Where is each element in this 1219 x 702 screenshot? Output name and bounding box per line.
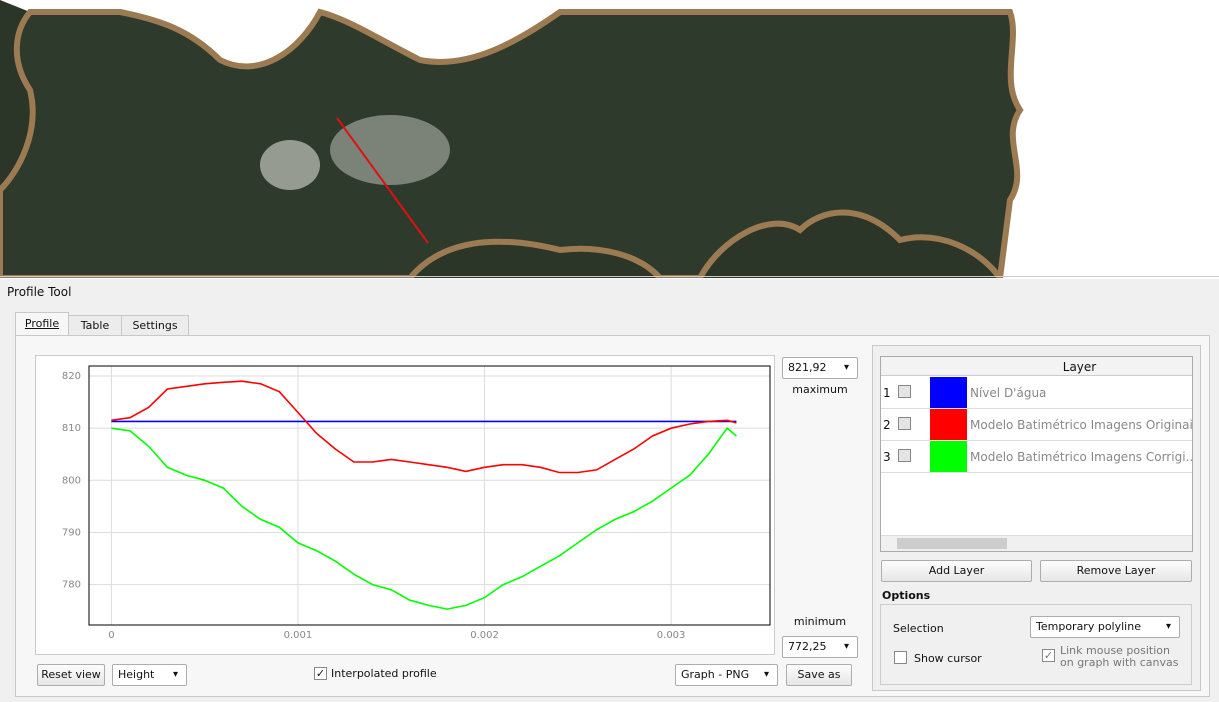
selection-label: Selection <box>893 622 944 635</box>
tab[interactable]: Profile <box>15 312 69 336</box>
scroll-thumb[interactable] <box>897 538 1007 549</box>
layer-checkbox[interactable] <box>898 449 911 462</box>
y-tick-label: 790 <box>62 527 81 538</box>
layer-name: Modelo Batimétrico Imagens Originais <box>970 418 1192 432</box>
link-mouse-checkbox[interactable]: ✓ <box>1042 649 1055 662</box>
save-as-button[interactable]: Save as <box>786 664 852 686</box>
h-scrollbar[interactable] <box>881 535 1192 551</box>
link-mouse-line: on graph with canvas <box>1060 657 1178 669</box>
selection-dropdown[interactable]: Temporary polyline <box>1030 616 1180 638</box>
map-canvas <box>0 0 1219 278</box>
layer-color <box>930 377 967 408</box>
min-spinbox[interactable]: 772,25 <box>782 636 858 658</box>
interpolated-checkbox[interactable]: ✓ <box>314 667 327 680</box>
layer-name: Modelo Batimétrico Imagens Corrigi... <box>970 450 1192 464</box>
layers-table: Layer 1 Nível D'água 2 Modelo Batimétrico I… <box>880 356 1193 552</box>
layer-header: Layer <box>967 360 1192 374</box>
show-cursor-label: Show cursor <box>914 652 982 665</box>
layer-checkbox[interactable] <box>898 417 911 430</box>
y-tick-label: 780 <box>62 580 81 591</box>
y-tick-label: 800 <box>62 475 81 486</box>
max-label: maximum <box>782 383 858 396</box>
layer-color <box>930 441 967 472</box>
remove-layer-button[interactable]: Remove Layer <box>1040 560 1192 582</box>
export-dropdown[interactable]: Graph - PNG <box>675 664 778 686</box>
add-layer-button[interactable]: Add Layer <box>881 560 1032 582</box>
layer-checkbox[interactable] <box>898 385 911 398</box>
reset-view-button[interactable]: Reset view <box>37 664 105 686</box>
show-cursor-checkbox[interactable] <box>894 651 907 664</box>
interpolated-label: Interpolated profile <box>331 667 437 680</box>
layer-color <box>930 409 967 440</box>
options-title: Options <box>882 589 930 602</box>
layer-name: Nível D'água <box>970 386 1192 400</box>
plot-area <box>89 366 770 625</box>
tab[interactable]: Table <box>68 315 122 336</box>
y-tick-label: 810 <box>62 423 81 434</box>
x-tick-label: 0.003 <box>657 630 686 641</box>
x-tick-label: 0.001 <box>284 630 313 641</box>
x-tick-label: 0.002 <box>470 630 499 641</box>
page: Profile Tool ProfileTableSettings 780 790… <box>0 0 1219 702</box>
min-label: minimum <box>782 615 858 628</box>
y-tick-label: 820 <box>62 371 81 382</box>
mode-dropdown[interactable]: Height <box>112 664 187 686</box>
tab[interactable]: Settings <box>121 315 189 336</box>
row-number: 1 <box>883 386 891 400</box>
row-number: 3 <box>883 450 891 464</box>
row-number: 2 <box>883 418 891 432</box>
profile-chart: 780 790 800 810 820 0 0.001 0.002 0.003 <box>35 355 775 655</box>
panel-title: Profile Tool <box>7 285 71 299</box>
max-spinbox[interactable]: 821,92 <box>782 357 858 379</box>
x-tick-label: 0 <box>108 630 114 641</box>
